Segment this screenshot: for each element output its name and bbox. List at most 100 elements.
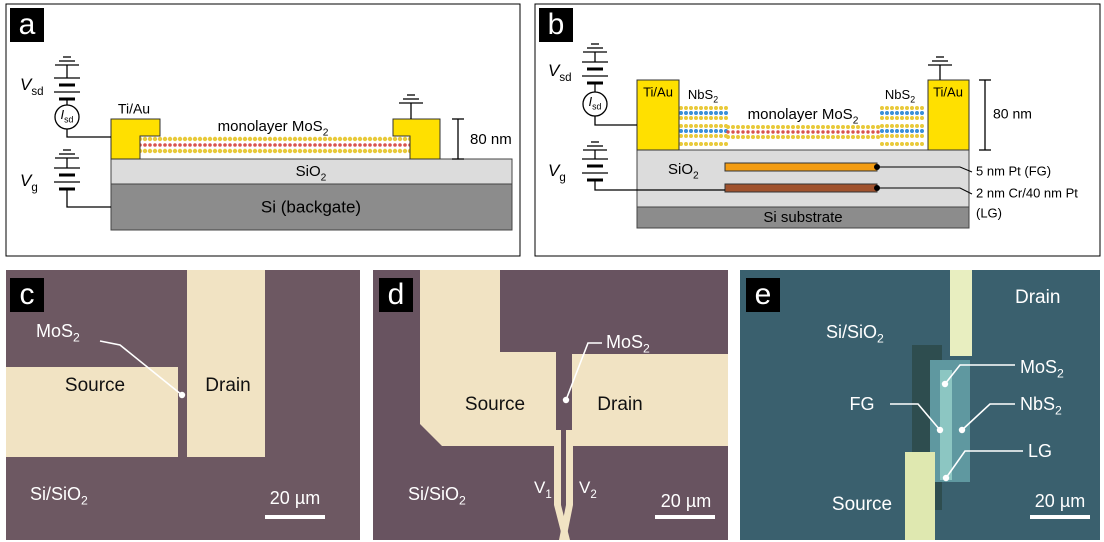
label: Ti/Au — [118, 101, 150, 117]
atom — [746, 125, 750, 129]
atom — [915, 142, 919, 146]
atom — [694, 142, 698, 146]
atom — [198, 143, 202, 147]
atom — [388, 137, 392, 141]
atom — [338, 143, 342, 147]
atom — [724, 142, 728, 146]
local-gate — [725, 184, 877, 192]
atom — [303, 137, 307, 141]
atom — [368, 149, 372, 153]
atom — [781, 125, 785, 129]
atom — [890, 134, 894, 138]
label: Si (backgate) — [261, 197, 361, 216]
atom — [333, 149, 337, 153]
label-base: MoS — [36, 321, 73, 341]
atom — [761, 125, 765, 129]
label: Drain — [205, 375, 250, 396]
atom — [684, 116, 688, 120]
atom — [223, 149, 227, 153]
atom — [895, 129, 899, 133]
atom — [278, 137, 282, 141]
atom — [699, 134, 703, 138]
atom — [679, 134, 683, 138]
atom — [910, 106, 914, 110]
atom — [776, 130, 779, 133]
atom — [298, 149, 302, 153]
atom — [816, 135, 820, 139]
atom — [378, 143, 382, 147]
atom — [153, 137, 157, 141]
atom — [233, 149, 237, 153]
atom — [143, 143, 147, 147]
label: monolayer MoS2 — [218, 118, 329, 138]
atom — [699, 111, 703, 115]
atom — [243, 149, 247, 153]
atom — [714, 134, 718, 138]
atom — [188, 149, 192, 153]
atom — [694, 134, 698, 138]
drain-electrode — [950, 270, 972, 356]
atom — [348, 137, 352, 141]
label-subscript: sd — [64, 115, 73, 125]
atom — [756, 135, 760, 139]
atom — [719, 106, 723, 110]
label: (LG) — [976, 205, 1002, 220]
floating-gate — [725, 163, 877, 171]
atom — [861, 125, 865, 129]
atom — [709, 142, 713, 146]
atom — [920, 111, 924, 115]
atom — [866, 125, 870, 129]
atom — [203, 149, 207, 153]
atom — [178, 149, 182, 153]
atom — [776, 135, 780, 139]
label: Ti/Au — [933, 84, 963, 99]
atom — [388, 149, 392, 153]
atom — [885, 142, 889, 146]
atom — [724, 111, 728, 115]
atom — [766, 125, 770, 129]
leader-dot — [942, 381, 948, 387]
atom — [895, 106, 899, 110]
atom — [308, 143, 312, 147]
atom — [228, 137, 232, 141]
atom — [293, 143, 297, 147]
atom — [398, 137, 402, 141]
atom — [704, 111, 708, 115]
atom — [846, 135, 850, 139]
atom — [148, 137, 152, 141]
atom — [258, 149, 262, 153]
atom — [163, 137, 167, 141]
atom — [910, 134, 914, 138]
atom — [890, 111, 894, 115]
atom — [198, 149, 202, 153]
atom — [836, 130, 839, 133]
atom — [273, 137, 277, 141]
atom — [363, 143, 367, 147]
atom — [890, 124, 894, 128]
atom — [900, 106, 904, 110]
atom — [318, 149, 322, 153]
atom — [313, 137, 317, 141]
atom — [308, 137, 312, 141]
label: Source — [465, 394, 525, 415]
atom — [183, 149, 187, 153]
atom — [915, 116, 919, 120]
label: 2 nm Cr/40 nm Pt — [976, 185, 1078, 200]
label-base: Si/SiO — [30, 484, 81, 504]
atom — [253, 149, 257, 153]
atom — [846, 130, 849, 133]
atom — [741, 125, 745, 129]
atom — [388, 143, 392, 147]
atom — [348, 143, 352, 147]
atom — [821, 130, 824, 133]
atom — [694, 116, 698, 120]
atom — [704, 134, 708, 138]
label-base: NbS — [688, 87, 714, 102]
atom — [679, 116, 683, 120]
atom — [223, 137, 227, 141]
atom — [268, 149, 272, 153]
atom — [890, 106, 894, 110]
atom — [796, 135, 800, 139]
atom — [841, 125, 845, 129]
label-subscript: 2 — [323, 127, 329, 138]
